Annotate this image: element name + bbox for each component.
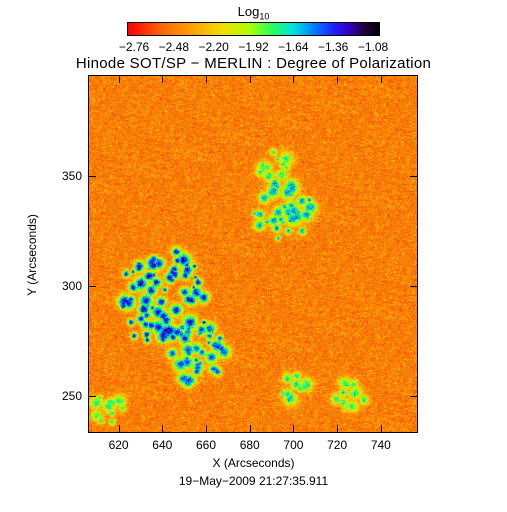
colorbar-label: Log10 — [0, 4, 507, 22]
colorbar-label-base: Log — [237, 4, 260, 19]
colorbar-tick: −1.08 — [357, 40, 389, 54]
colorbar-label-sub: 10 — [259, 11, 270, 22]
x-tick-mark — [162, 75, 164, 83]
x-tick-label: 640 — [152, 438, 173, 452]
y-tick-label: 300 — [61, 278, 82, 293]
y-axis-label: Y (Arcseconds) — [25, 214, 39, 296]
colorbar-tick: −1.64 — [278, 40, 309, 54]
x-tick-mark — [337, 425, 339, 433]
x-tick-mark — [162, 425, 164, 433]
y-tick-label: 250 — [61, 388, 82, 403]
y-tick-mark — [88, 395, 96, 397]
x-tick-label: 660 — [195, 438, 217, 452]
x-tick-mark — [249, 75, 251, 83]
y-tick-mark — [88, 285, 96, 287]
timestamp: 19−May−2009 21:27:35.911 — [178, 474, 329, 488]
x-tick-mark — [206, 425, 207, 433]
x-tick-label: 620 — [108, 438, 129, 452]
x-tick-mark — [293, 425, 295, 433]
x-axis-label: X (Arcseconds) — [212, 456, 295, 470]
x-tick-mark — [118, 425, 120, 433]
chart-title: Hinode SOT/SP − MERLIN : Degree of Polar… — [75, 55, 432, 72]
x-tick-mark — [249, 425, 251, 433]
y-tick-mark — [410, 176, 418, 178]
x-tick-label: 680 — [239, 438, 260, 452]
x-tick-label: 740 — [370, 438, 391, 452]
x-tick-mark — [206, 75, 207, 83]
y-tick-label: 350 — [61, 169, 82, 184]
x-tick-mark — [380, 425, 382, 433]
x-tick-mark — [293, 75, 295, 83]
y-tick-mark — [88, 176, 96, 178]
polarization-map — [89, 76, 417, 432]
x-tick-mark — [337, 75, 339, 83]
colorbar-tick: −1.92 — [238, 40, 269, 54]
x-tick-mark — [380, 75, 382, 83]
colorbar-tick: −2.48 — [158, 40, 190, 54]
x-tick-label: 700 — [283, 438, 304, 452]
colorbar-tick: −2.20 — [198, 40, 229, 54]
y-tick-mark — [410, 285, 418, 287]
colorbar-tick: −1.36 — [317, 40, 349, 54]
y-tick-mark — [410, 395, 418, 397]
plot-area — [88, 75, 418, 433]
x-tick-label: 720 — [327, 438, 348, 452]
x-tick-mark — [118, 75, 120, 83]
colorbar-tick: −2.76 — [118, 40, 150, 54]
colorbar — [127, 22, 380, 36]
